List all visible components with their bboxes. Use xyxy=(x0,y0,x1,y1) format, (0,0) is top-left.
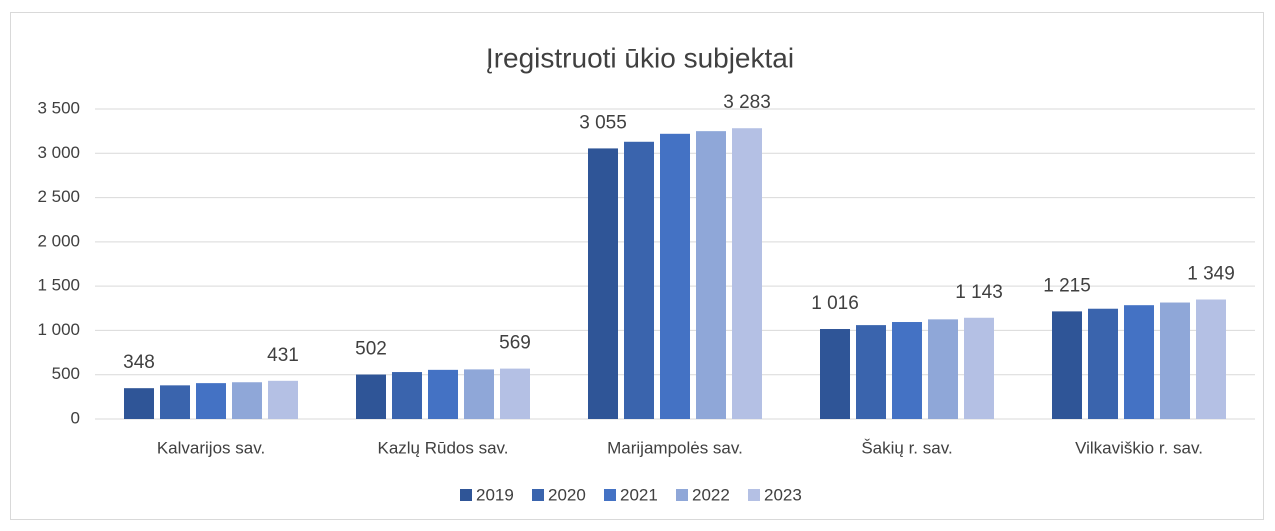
data-label: 3 055 xyxy=(579,112,627,133)
bar xyxy=(196,383,226,419)
bar xyxy=(268,380,298,419)
y-tick-label: 2 500 xyxy=(37,187,80,206)
legend-swatch xyxy=(604,489,616,501)
legend-swatch xyxy=(748,489,760,501)
bar xyxy=(464,369,494,419)
bar xyxy=(232,382,262,419)
data-label: 1 349 xyxy=(1187,264,1235,285)
data-label: 1 215 xyxy=(1043,275,1091,296)
legend-label: 2021 xyxy=(620,485,658,504)
x-tick-label: Kalvarijos sav. xyxy=(157,438,265,457)
bar xyxy=(732,128,762,419)
x-tick-label: Kazlų Rūdos sav. xyxy=(377,438,508,457)
legend-label: 2020 xyxy=(548,485,586,504)
y-tick-label: 500 xyxy=(52,364,80,383)
bar xyxy=(1124,305,1154,419)
bar xyxy=(1052,311,1082,419)
bar xyxy=(856,325,886,419)
y-tick-label: 0 xyxy=(71,408,80,427)
bar xyxy=(356,374,386,419)
data-label: 1 016 xyxy=(811,293,859,314)
x-tick-label: Vilkaviškio r. sav. xyxy=(1075,438,1203,457)
legend-swatch xyxy=(532,489,544,501)
y-tick-label: 1 000 xyxy=(37,320,80,339)
y-tick-label: 3 500 xyxy=(37,98,80,117)
bar xyxy=(696,131,726,419)
data-label: 502 xyxy=(355,339,387,360)
legend-swatch xyxy=(460,489,472,501)
bar xyxy=(1160,302,1190,419)
bar xyxy=(928,319,958,419)
bar xyxy=(428,369,458,419)
x-tick-label: Šakių r. sav. xyxy=(861,438,952,457)
x-tick-label: Marijampolės sav. xyxy=(607,438,743,457)
data-label: 348 xyxy=(123,352,155,373)
y-tick-label: 1 500 xyxy=(37,276,80,295)
y-tick-label: 3 000 xyxy=(37,143,80,162)
legend-label: 2022 xyxy=(692,485,730,504)
chart-title: Įregistruoti ūkio subjektai xyxy=(486,42,794,73)
legend-swatch xyxy=(676,489,688,501)
bar xyxy=(392,372,422,419)
bar xyxy=(124,388,154,419)
bar xyxy=(892,322,922,419)
bar xyxy=(500,368,530,419)
bar xyxy=(660,133,690,420)
data-label: 431 xyxy=(267,345,299,366)
bar xyxy=(1196,299,1226,419)
bar xyxy=(964,317,994,419)
bar xyxy=(624,141,654,419)
y-tick-label: 2 000 xyxy=(37,231,80,250)
bar xyxy=(1088,308,1118,419)
data-label: 569 xyxy=(499,333,531,354)
legend-label: 2019 xyxy=(476,485,514,504)
data-label: 1 143 xyxy=(955,282,1003,303)
bar xyxy=(588,148,618,419)
bar xyxy=(160,385,190,419)
legend-label: 2023 xyxy=(764,485,802,504)
data-label: 3 283 xyxy=(723,92,771,113)
bar xyxy=(820,329,850,419)
